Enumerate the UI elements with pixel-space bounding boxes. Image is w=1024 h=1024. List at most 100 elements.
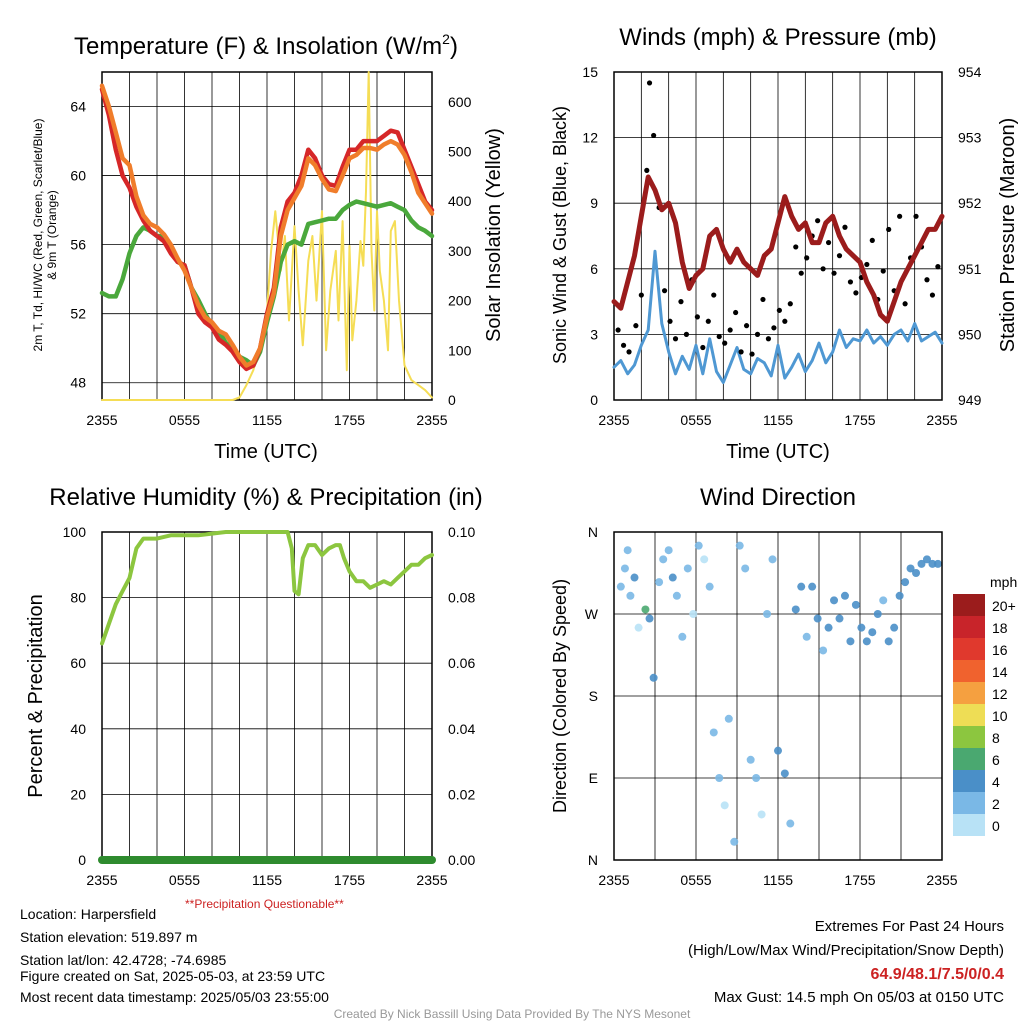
gust-point — [683, 331, 690, 337]
extremes-title: Extremes For Past 24 Hours — [814, 918, 1004, 935]
y-tick-label-left: N — [588, 524, 598, 540]
temp-xlabel: Time (UTC) — [214, 441, 318, 463]
direction-point — [724, 714, 733, 723]
gust-point — [935, 264, 941, 270]
max-gust: Max Gust: 14.5 mph On 05/03 at 0150 UTC — [713, 989, 1004, 1006]
legend-swatch — [953, 770, 985, 792]
y-tick-label-right: 954 — [958, 64, 982, 80]
direction-point — [906, 564, 915, 573]
gust-point — [929, 292, 936, 298]
gust-point — [754, 331, 761, 337]
legend-label: 2 — [992, 796, 1000, 812]
y-tick-label-left: 64 — [70, 99, 86, 115]
footer-elevation: Station elevation: 519.897 m — [20, 929, 198, 945]
gust-point — [771, 325, 777, 331]
direction-point — [694, 541, 703, 550]
y-tick-label-left: W — [585, 606, 599, 622]
x-tick-label: 2355 — [926, 872, 957, 888]
x-tick-label: 1155 — [763, 412, 793, 428]
gust-point — [705, 318, 711, 324]
y-tick-label-left: 56 — [70, 237, 86, 253]
direction-point — [655, 578, 664, 587]
gust-point — [633, 323, 639, 329]
direction-point — [746, 755, 755, 764]
direction-point — [683, 564, 692, 573]
plot-frame — [613, 531, 943, 861]
direction-point — [933, 559, 942, 568]
y-tick-label-left: N — [588, 852, 598, 868]
gust-point — [626, 349, 632, 355]
direction-point — [808, 582, 817, 591]
chart-panels: 2355 0555 1155 1755 235548525660640100200300… — [63, 64, 1018, 888]
legend-swatch — [953, 594, 985, 616]
legend-label: 20+ — [992, 598, 1016, 614]
gust-point — [667, 318, 673, 324]
temp-title: Temperature (F) & Insolation (W/m2) — [74, 31, 458, 60]
direction-point — [763, 610, 772, 618]
y-tick-label-left: 80 — [70, 590, 86, 606]
gust-point — [842, 224, 848, 230]
direction-point — [922, 555, 931, 564]
speed-legend: mph 20+ 18 16 14 12 10 8 6 4 2 0 — [953, 574, 1017, 836]
gust-point — [672, 336, 679, 342]
y-tick-label-right: 0.00 — [448, 852, 475, 868]
direction-point — [641, 605, 650, 614]
legend-label: 14 — [992, 664, 1008, 680]
legend-label: 4 — [992, 774, 1000, 790]
gust-point — [727, 327, 733, 333]
direction-point — [630, 573, 639, 582]
temp-ylabel-right: Solar Insolation (Yellow) — [483, 128, 505, 342]
direction-point — [868, 628, 877, 637]
gust-point — [820, 266, 826, 272]
gust-point — [738, 349, 744, 355]
y-tick-label-right: 949 — [958, 392, 982, 408]
direction-point — [664, 546, 673, 555]
gust-point — [678, 299, 684, 305]
gust-point — [897, 213, 903, 219]
x-tick-label: 0555 — [169, 872, 200, 888]
direction-point — [672, 591, 681, 600]
y-tick-label-right: 950 — [958, 326, 982, 342]
dir-ylabel: Direction (Colored By Speed) — [550, 579, 570, 813]
x-tick-label: 0555 — [680, 872, 711, 888]
extremes-subtitle: (High/Low/Max Wind/Precipitation/Snow De… — [688, 942, 1004, 959]
direction-point — [830, 596, 839, 605]
direction-point — [846, 637, 855, 646]
direction-point — [917, 559, 926, 568]
footer-latlon: Station lat/lon: 42.4728; -74.6985 — [20, 952, 227, 968]
direction-point — [649, 673, 658, 682]
legend-label: 6 — [992, 752, 1000, 768]
y-tick-label-left: 12 — [582, 130, 598, 146]
x-tick-label: 2355 — [86, 412, 117, 428]
direction-point — [620, 564, 629, 573]
gust-point — [853, 290, 859, 296]
y-tick-label-right: 952 — [958, 195, 982, 211]
gust-point — [700, 344, 706, 351]
legend-swatch — [953, 638, 985, 660]
gust-point — [847, 279, 854, 285]
legend-swatch — [953, 704, 985, 726]
panel-3: 2355 0555 1155 1755 23550204060801000.000.02… — [63, 524, 476, 888]
gust-point — [765, 336, 772, 342]
precip-note: **Precipitation Questionable** — [185, 897, 344, 911]
x-tick-label: 1755 — [844, 412, 875, 428]
gust-point — [716, 333, 722, 340]
panel-2: 2355 0555 1155 1755 235503691215949950951952… — [582, 64, 981, 428]
direction-point — [705, 582, 714, 591]
direction-point — [668, 573, 677, 582]
direction-point — [813, 614, 822, 623]
x-tick-label: 2355 — [926, 412, 957, 428]
y-tick-label-right: 0 — [448, 392, 456, 408]
x-tick-label: 0555 — [169, 412, 200, 428]
x-tick-label: 2355 — [598, 412, 629, 428]
y-tick-label-right: 953 — [958, 130, 982, 146]
gust-point — [711, 292, 717, 298]
gust-point — [787, 301, 793, 307]
gust-point — [869, 237, 875, 243]
direction-point — [752, 774, 761, 782]
x-tick-label: 2355 — [416, 872, 447, 888]
x-tick-label: 2355 — [598, 872, 629, 888]
y-tick-label-left: 48 — [70, 375, 86, 391]
gust-point — [646, 80, 653, 86]
